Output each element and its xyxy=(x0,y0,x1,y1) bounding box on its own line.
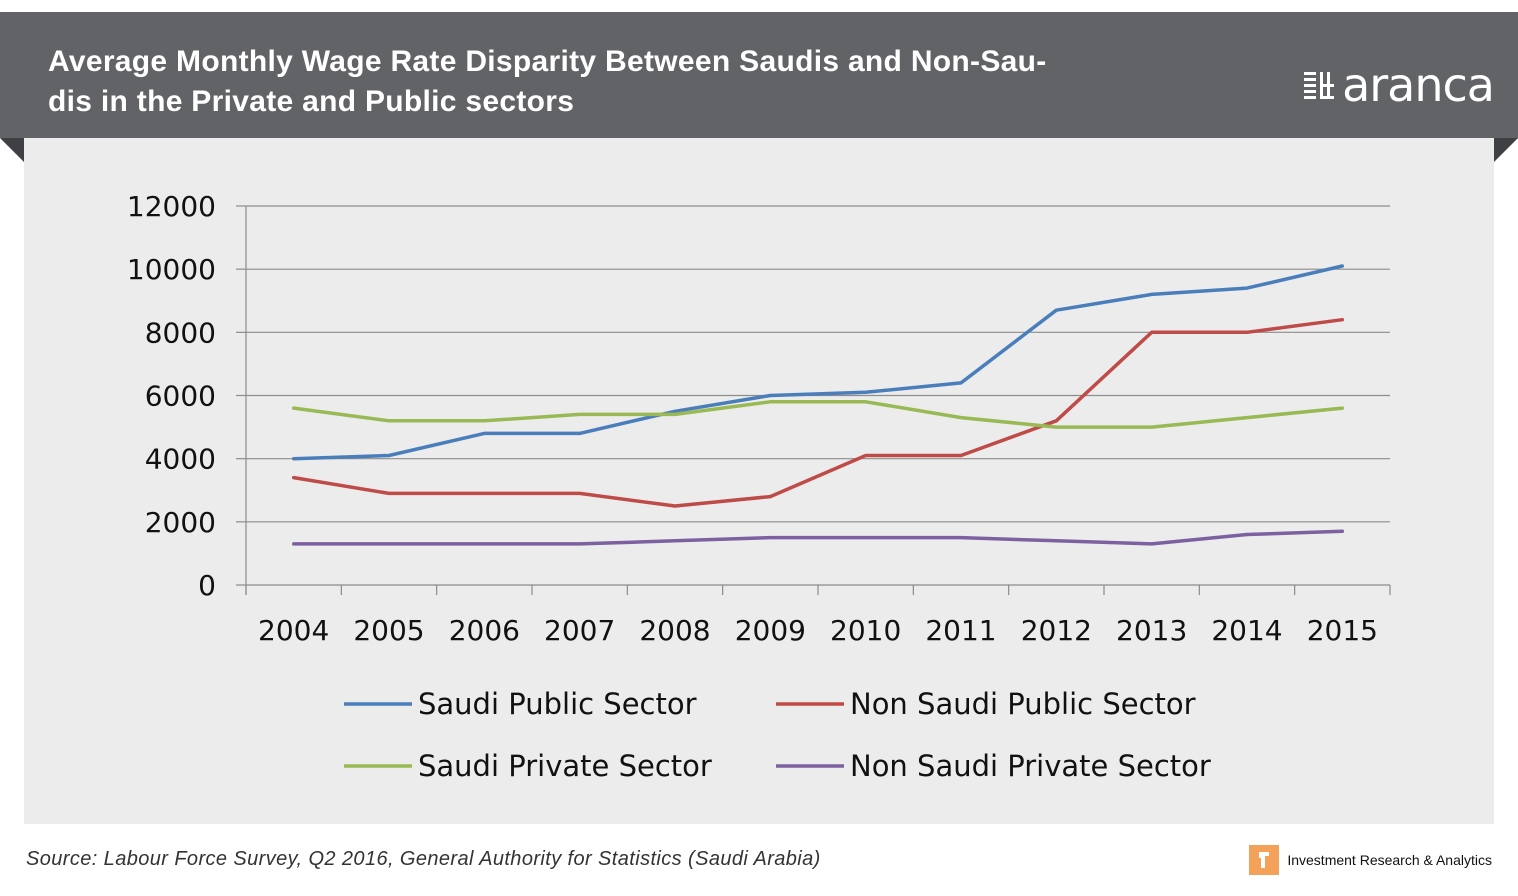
x-tick-label: 2006 xyxy=(449,614,520,647)
x-tick-label: 2007 xyxy=(544,614,615,647)
legend-item: Non Saudi Public Sector xyxy=(776,687,1196,721)
x-tick-label: 2004 xyxy=(258,614,329,647)
logo-wordmark: aranca xyxy=(1342,58,1495,112)
x-tick-label: 2008 xyxy=(639,614,710,647)
series-lines xyxy=(291,264,1345,546)
x-tick-label: 2014 xyxy=(1211,614,1282,647)
legend-item: Saudi Private Sector xyxy=(344,749,712,783)
line-chart: 0 2000 4000 6000 8000 10000 12000 2004 2005 2006 2… xyxy=(127,190,1391,783)
banner-fold-right xyxy=(1494,138,1518,162)
x-tick-label: 2012 xyxy=(1021,614,1092,647)
series-line xyxy=(291,529,1345,546)
x-tick-label: 2009 xyxy=(735,614,806,647)
header-banner: Average Monthly Wage Rate Disparity Betw… xyxy=(0,12,1518,138)
y-tick-label: 2000 xyxy=(145,506,216,539)
brand-tagline: Investment Research & Analytics xyxy=(1287,852,1492,868)
page-title-line-1: Average Monthly Wage Rate Disparity Betw… xyxy=(48,45,1047,78)
x-tick-label: 2010 xyxy=(830,614,901,647)
x-tick-label: 2005 xyxy=(353,614,424,647)
x-tick-label: 2013 xyxy=(1116,614,1187,647)
x-tick-label: 2015 xyxy=(1307,614,1378,647)
axes xyxy=(236,205,1391,595)
y-tick-label: 12000 xyxy=(127,190,216,223)
chart-panel: 0 2000 4000 6000 8000 10000 12000 2004 2005 2006 2… xyxy=(24,138,1494,824)
legend-label: Non Saudi Private Sector xyxy=(850,749,1211,783)
series-line xyxy=(291,264,1345,461)
y-tick-label: 0 xyxy=(198,569,216,602)
y-tick-label: 8000 xyxy=(145,316,216,349)
legend-label: Saudi Private Sector xyxy=(418,749,712,783)
y-tick-label: 4000 xyxy=(145,443,216,476)
banner-fold-left xyxy=(0,138,24,162)
x-tick-label: 2011 xyxy=(925,614,996,647)
legend-item: Non Saudi Private Sector xyxy=(776,749,1211,783)
footer-brand: Investment Research & Analytics xyxy=(1249,844,1492,876)
y-tick-label: 6000 xyxy=(145,380,216,413)
source-note: Source: Labour Force Survey, Q2 2016, Ge… xyxy=(26,848,821,870)
legend-label: Non Saudi Public Sector xyxy=(850,687,1196,721)
legend-label: Saudi Public Sector xyxy=(418,687,697,721)
aranca-small-logo-icon xyxy=(1249,845,1280,875)
legend: Saudi Public Sector Non Saudi Public Sect… xyxy=(344,687,1211,783)
page-title: Average Monthly Wage Rate Disparity Betw… xyxy=(48,42,1158,122)
y-tick-label: 10000 xyxy=(127,253,216,286)
tick-labels: 0 2000 4000 6000 8000 10000 12000 2004 2005 2006 2… xyxy=(127,190,1378,647)
series-line xyxy=(291,317,1345,508)
series-line xyxy=(291,400,1345,429)
aranca-logo: aranca xyxy=(1302,58,1495,112)
page-title-line-2: dis in the Private and Public sectors xyxy=(48,85,575,118)
aranca-logo-icon xyxy=(1304,72,1335,99)
legend-item: Saudi Public Sector xyxy=(344,687,697,721)
